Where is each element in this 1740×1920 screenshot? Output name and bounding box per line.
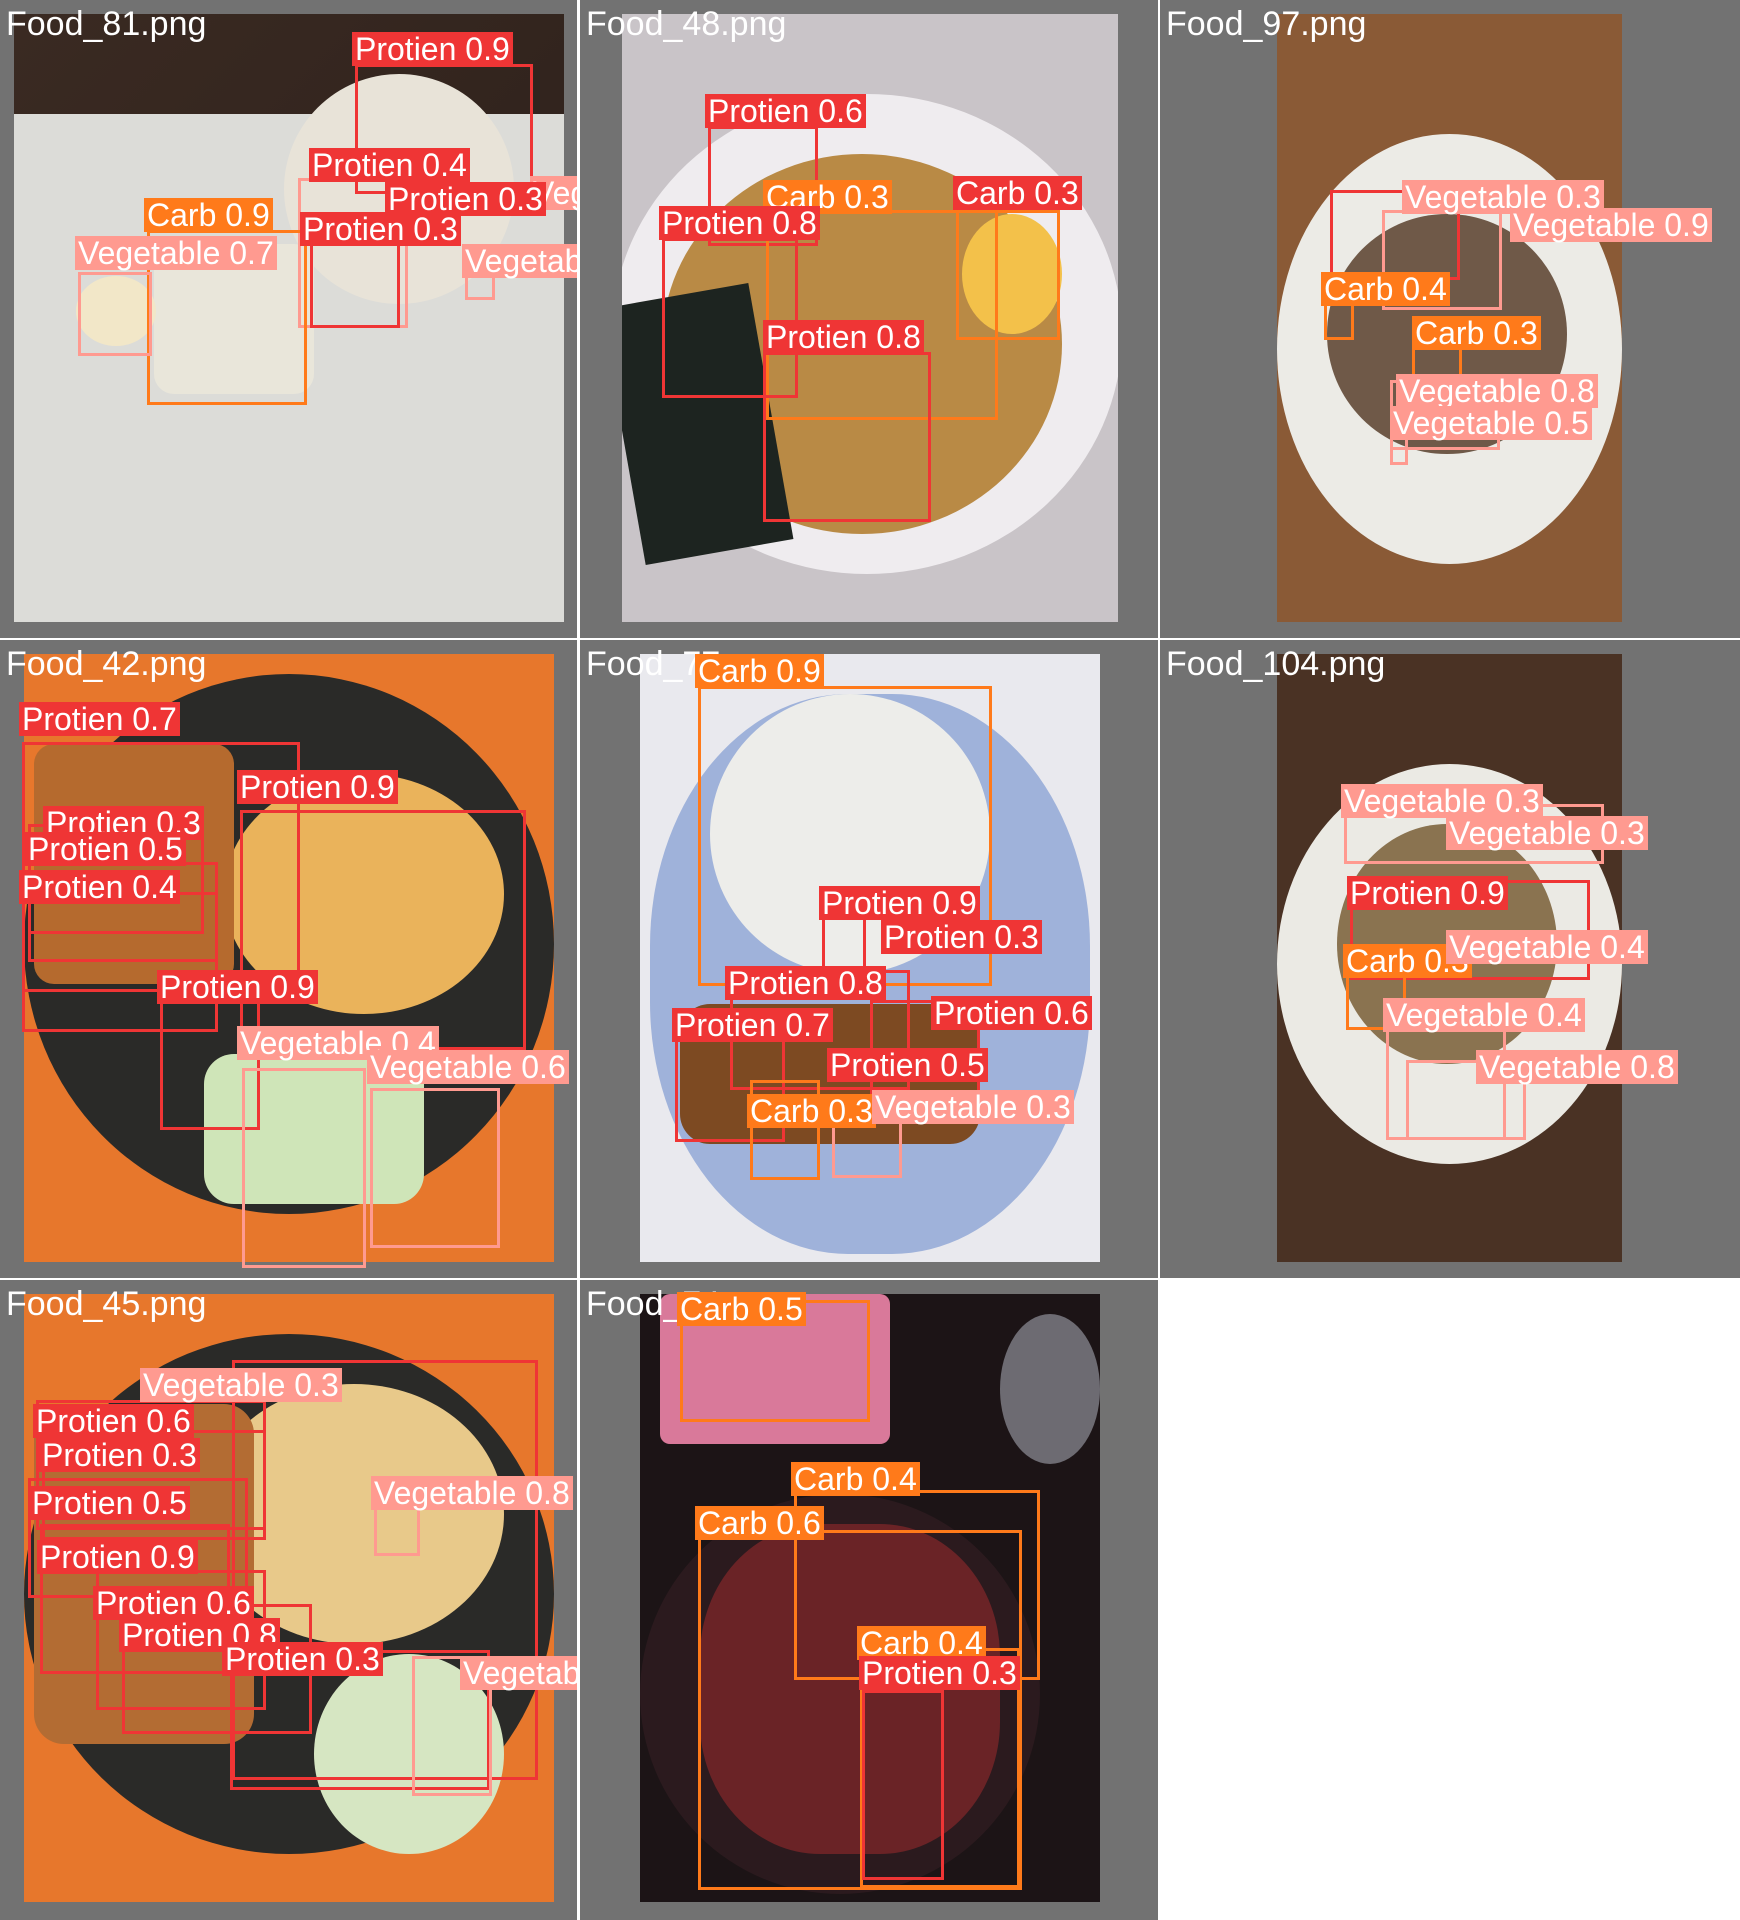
tile-food-42: Food_42.png Protien 0.7 Protien 0.9 Prot…: [0, 640, 577, 1278]
detection-label: Vegetable 0.7: [75, 236, 277, 270]
detection-label: Vegetable 0.8: [1396, 374, 1598, 408]
detection-label: Protien 0.6: [705, 94, 866, 128]
tile-food-48: Food_48.png Protien 0.6 Carb 0.3 Carb 0.…: [580, 0, 1158, 638]
detection-label: Vegetable 0.9: [1510, 208, 1712, 242]
detection-box: [698, 1530, 1022, 1890]
detection-label: Protien 0.5: [29, 1486, 190, 1520]
tile-food-77: Food_77.png Carb 0.9 Protien 0.9 Protien…: [580, 640, 1158, 1278]
detection-label: Protien 0.6: [931, 996, 1092, 1030]
tile-filename: Food_48.png: [586, 5, 787, 43]
detection-label: Vegetable 0.3: [872, 1090, 1074, 1124]
empty-grid-cell: [1160, 1280, 1740, 1920]
detection-label: Protien 0.5: [25, 832, 186, 866]
detection-label: Carb 0.4: [1321, 272, 1450, 306]
tile-filename: Food_104.png: [1166, 645, 1386, 683]
detection-label: Carb 0.5: [677, 1292, 806, 1326]
tile-filename: Food_81.png: [6, 5, 207, 43]
detection-label: Protien 0.4: [19, 870, 180, 904]
tile-food-104: Food_104.png Vegetable 0.3 Vegetable 0.3…: [1160, 640, 1740, 1278]
photo-food-42: [24, 654, 554, 1262]
detection-label: Carb 0.6: [695, 1506, 824, 1540]
detection-label: Carb 0.4: [857, 1626, 986, 1660]
detection-label: Protien 0.3: [300, 212, 461, 246]
detection-label: Protien 0.9: [819, 886, 980, 920]
detection-label: Protien 0.9: [352, 32, 513, 66]
detection-label: Protien 0.8: [725, 966, 886, 1000]
tile-food-74: Food_74.png Carb 0.5 Carb 0.4 Carb 0.6 C…: [580, 1280, 1158, 1920]
detection-label: Carb 0.3: [747, 1094, 876, 1128]
detection-label: Vegetable 0.4: [1446, 930, 1648, 964]
photo-food-74: [640, 1294, 1100, 1902]
detection-box: [78, 272, 152, 356]
detection-label: Protien 0.8: [763, 320, 924, 354]
detection-box: [763, 352, 931, 522]
egg: [76, 276, 156, 346]
detection-label: Protien 0.8: [659, 206, 820, 240]
detection-label: Vegetable 0.3: [140, 1368, 342, 1402]
omelette: [204, 1384, 504, 1644]
tile-filename: Food_42.png: [6, 645, 207, 683]
detection-label: Carb 0.9: [144, 198, 273, 232]
detection-label: Protien 0.3: [881, 920, 1042, 954]
detection-label: Protien 0.3: [385, 182, 546, 216]
detection-label: Protien 0.5: [827, 1048, 988, 1082]
metal-bowl: [1000, 1314, 1100, 1464]
detection-label: Vegetable 0.3: [530, 176, 577, 210]
detection-label: Protien 0.9: [1347, 876, 1508, 910]
tile-food-45: Food_45.png Vegetable 0.3 Protien 0.6 Pr…: [0, 1280, 577, 1920]
detection-label: Vegetable 0.6: [460, 1656, 577, 1690]
detection-label: Vegetable 0.3: [1446, 816, 1648, 850]
detection-label: Protien 0.4: [309, 148, 470, 182]
tile-filename: Food_97.png: [1166, 5, 1367, 43]
detection-label: Vegetable 0.5: [462, 244, 577, 278]
detection-label: Carb 0.9: [695, 654, 824, 688]
detection-label: Vegetable 0.3: [1341, 784, 1543, 818]
detection-label: Vegetable 0.6: [367, 1050, 569, 1084]
detection-box: [242, 1068, 366, 1268]
tile-food-97: Food_97.png Vegetable 0.3 Vegetable 0.9 …: [1160, 0, 1740, 638]
detection-label: Carb 0.3: [953, 176, 1082, 210]
detection-label: Protien 0.9: [237, 770, 398, 804]
detection-label: Carb 0.3: [1412, 316, 1541, 350]
detection-label: Protien 0.9: [157, 970, 318, 1004]
detection-box: [374, 1506, 420, 1556]
tile-food-81: Food_81.png Protien 0.9 Protien 0.4 Vege…: [0, 0, 577, 638]
detection-box: [956, 210, 1060, 340]
detection-label: Protien 0.6: [93, 1586, 254, 1620]
egg: [962, 214, 1062, 334]
detection-box: [240, 810, 526, 1050]
detection-label: Protien 0.8: [119, 1618, 280, 1652]
detection-label: Protien 0.7: [672, 1008, 833, 1042]
detection-box: [750, 1080, 820, 1180]
detection-label: Protien 0.3: [222, 1642, 383, 1676]
detection-label: Protien 0.3: [39, 1438, 200, 1472]
tile-filename: Food_45.png: [6, 1285, 207, 1323]
detection-box: [1406, 1060, 1526, 1140]
detection-label: Protien 0.3: [859, 1656, 1020, 1690]
detection-label: Vegetable 0.5: [1390, 406, 1592, 440]
detection-label: Vegetable 0.4: [1383, 998, 1585, 1032]
detection-label: Carb 0.4: [791, 1462, 920, 1496]
detection-box: [862, 1690, 944, 1880]
detection-box: [412, 1656, 492, 1796]
detection-box: [370, 1088, 500, 1248]
detection-label: Vegetable 0.8: [1476, 1050, 1678, 1084]
detection-label: Protien 0.9: [37, 1540, 198, 1574]
detection-label: Vegetable 0.8: [371, 1476, 573, 1510]
detection-label: Protien 0.6: [33, 1404, 194, 1438]
detection-label: Protien 0.7: [19, 702, 180, 736]
